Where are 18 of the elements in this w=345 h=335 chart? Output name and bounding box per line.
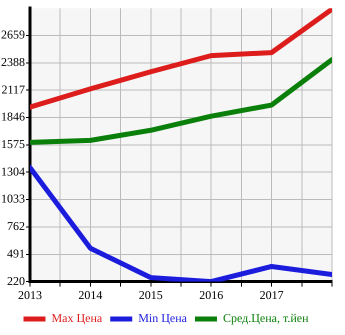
legend-label: Сред.Цена, т.йен bbox=[222, 311, 310, 326]
x-tick-label: 2014 bbox=[78, 288, 102, 302]
x-tick-label: 2016 bbox=[199, 288, 224, 302]
y-tick-label: 2388 bbox=[1, 55, 25, 70]
legend-label: Max Цена bbox=[51, 311, 103, 326]
y-tick-label: 491 bbox=[7, 246, 25, 260]
y-tick-label: 762 bbox=[7, 219, 25, 234]
y-tick-label: 1575 bbox=[1, 137, 25, 152]
legend-label: Min Цена bbox=[138, 311, 188, 326]
y-tick-label: 1846 bbox=[1, 110, 25, 124]
x-tick-label: 2017 bbox=[260, 288, 284, 302]
y-tick-label: 2117 bbox=[1, 82, 25, 96]
x-tick-label: 2013 bbox=[18, 288, 42, 302]
y-tick-label: 1033 bbox=[1, 192, 25, 206]
y-tick-label: 1304 bbox=[1, 164, 25, 178]
y-tick-label: 2659 bbox=[1, 28, 25, 42]
x-tick-label: 2015 bbox=[138, 288, 163, 302]
y-tick-label: 220 bbox=[7, 274, 25, 288]
